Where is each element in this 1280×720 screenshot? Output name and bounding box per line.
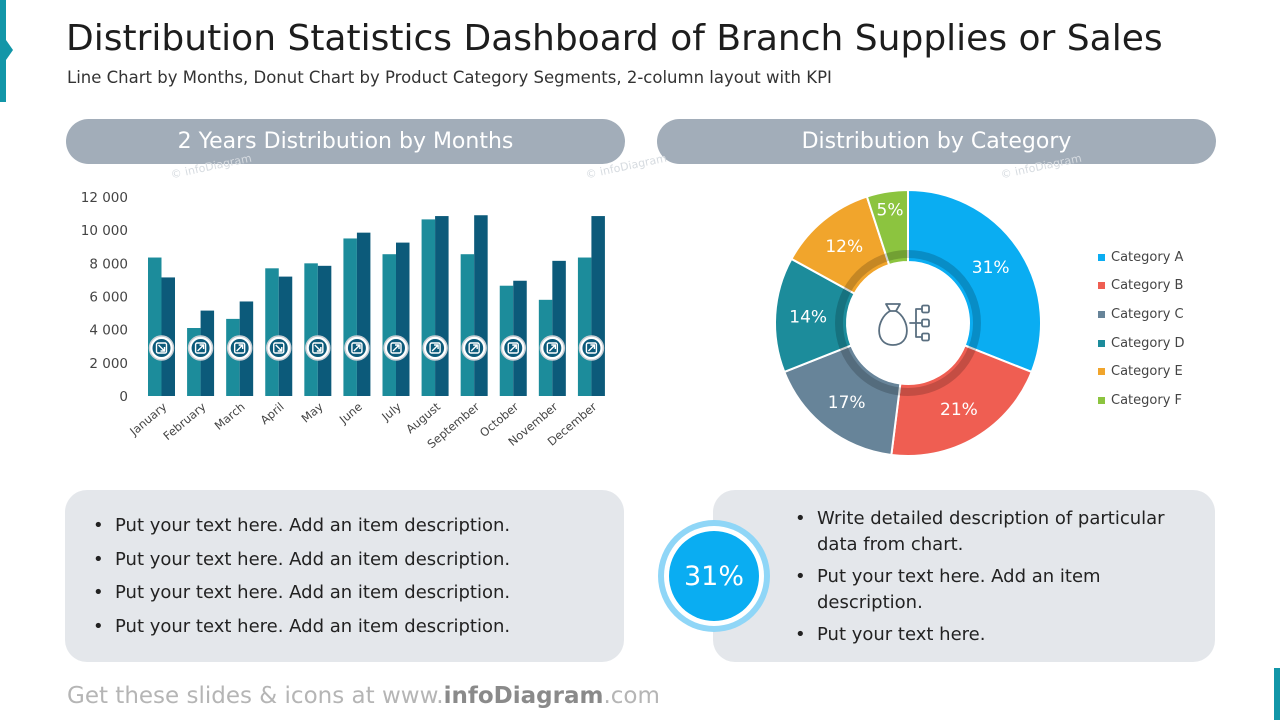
y-tick-label: 10 000 — [81, 223, 128, 239]
hierarchy-node — [921, 318, 930, 328]
bag-body — [878, 310, 908, 346]
bar — [265, 268, 279, 396]
legend-item: Category E — [1098, 357, 1185, 386]
donut-inner-shadow — [835, 250, 981, 396]
hierarchy-node — [921, 332, 930, 342]
list-item: Put your text here. Add an item descript… — [93, 615, 510, 639]
donut-chart: 31% 21% 17% 14% 12% 5% — [774, 188, 1042, 457]
donut-hole — [847, 262, 969, 384]
left-bullet-list: Put your text here. Add an item descript… — [93, 514, 510, 648]
page-subtitle: Line Chart by Months, Donut Chart by Pro… — [67, 68, 832, 87]
page-title: Distribution Statistics Dashboard of Bra… — [66, 18, 1163, 59]
list-item: Put your text here. Add an item descript… — [795, 564, 1187, 616]
list-item: Put your text here. Add an item descript… — [93, 581, 510, 605]
kpi-circle: 31% — [658, 520, 770, 632]
bar — [577, 257, 592, 396]
legend-label: Category B — [1111, 278, 1184, 294]
slice-label: 31% — [972, 258, 1010, 278]
x-tick-label: June — [336, 400, 365, 427]
bar — [356, 232, 371, 396]
y-tick-label: 2 000 — [89, 356, 128, 372]
slice-label: 12% — [825, 237, 863, 257]
y-tick-label: 8 000 — [89, 256, 128, 272]
bar — [278, 276, 293, 396]
bar — [343, 238, 357, 396]
corner-accent — [1274, 668, 1280, 720]
legend-swatch — [1098, 310, 1105, 318]
bar — [421, 219, 436, 396]
bar — [304, 263, 318, 396]
x-tick-label: April — [258, 400, 287, 428]
list-item: Put your text here. Add an item descript… — [93, 548, 510, 572]
legend-swatch — [1098, 253, 1105, 261]
slice-label: 5% — [877, 200, 904, 220]
legend-swatch — [1098, 282, 1105, 290]
slice-label: 14% — [789, 308, 827, 328]
y-tick-label: 6 000 — [89, 290, 128, 306]
slice-label: 21% — [940, 400, 978, 420]
footer-brand: infoDiagram — [443, 683, 604, 709]
bar — [474, 215, 488, 396]
arrow-up-right-icon — [226, 335, 253, 361]
bar — [382, 254, 396, 396]
bar — [161, 277, 175, 396]
legend-label: Category D — [1111, 335, 1185, 351]
hierarchy-lines — [909, 308, 923, 338]
arrow-up-right-icon — [383, 335, 409, 361]
arrow-up-right-icon — [500, 335, 526, 361]
legend-swatch — [1098, 368, 1105, 376]
bar — [552, 260, 566, 396]
legend-item: Category A — [1098, 243, 1185, 272]
left-description-box: Put your text here. Add an item descript… — [65, 490, 624, 662]
x-tick-label: May — [299, 399, 326, 425]
bar — [435, 216, 449, 396]
arrow-up-right-icon — [539, 335, 566, 361]
right-panel-heading: Distribution by Category — [657, 119, 1216, 164]
arrow-up-right-icon — [187, 335, 214, 361]
list-item: Put your text here. Add an item descript… — [93, 514, 510, 538]
arrow-up-right-icon — [422, 335, 448, 361]
list-item: Write detailed description of particular… — [795, 506, 1187, 558]
legend-item: Category F — [1098, 386, 1185, 415]
legend-swatch — [1098, 339, 1105, 347]
accent-notch — [6, 40, 13, 60]
slice-label: 17% — [828, 393, 866, 413]
right-bullet-list: Write detailed description of particular… — [795, 506, 1187, 654]
y-tick-label: 12 000 — [81, 190, 128, 206]
x-tick-label: March — [212, 400, 248, 433]
arrow-down-right-icon — [305, 335, 331, 361]
arrow-up-right-icon — [461, 335, 487, 361]
arrow-down-right-icon — [266, 335, 292, 361]
bar — [591, 216, 605, 396]
legend-swatch — [1098, 396, 1105, 404]
bar — [317, 265, 332, 396]
y-tick-label: 0 — [119, 389, 128, 405]
hierarchy-node — [921, 304, 930, 314]
kpi-value: 31% — [669, 531, 759, 621]
arrow-up-right-icon — [578, 335, 605, 361]
footer-text: Get these slides & icons at www.infoDiag… — [67, 683, 660, 709]
x-tick-label: February — [160, 399, 208, 443]
legend-label: Category C — [1111, 306, 1184, 322]
legend-label: Category E — [1111, 364, 1183, 380]
bar — [396, 242, 410, 396]
bar — [460, 254, 475, 396]
legend-label: Category A — [1111, 249, 1184, 265]
arrow-up-right-icon — [344, 335, 370, 361]
legend-label: Category F — [1111, 392, 1182, 408]
list-item: Put your text here. — [795, 622, 1187, 648]
right-description-box: Write detailed description of particular… — [713, 490, 1215, 662]
arrow-down-right-icon — [148, 335, 175, 361]
money-bag-hierarchy-icon — [878, 303, 930, 346]
accent-bar — [0, 0, 6, 102]
y-tick-label: 4 000 — [89, 323, 128, 339]
bar — [148, 257, 162, 396]
x-tick-label: July — [378, 399, 404, 424]
left-panel-heading: 2 Years Distribution by Months — [66, 119, 625, 164]
legend-item: Category B — [1098, 272, 1185, 301]
legend-item: Category D — [1098, 329, 1185, 358]
legend-item: Category C — [1098, 300, 1185, 329]
donut-legend: Category A Category B Category C Category D… — [1098, 243, 1185, 415]
